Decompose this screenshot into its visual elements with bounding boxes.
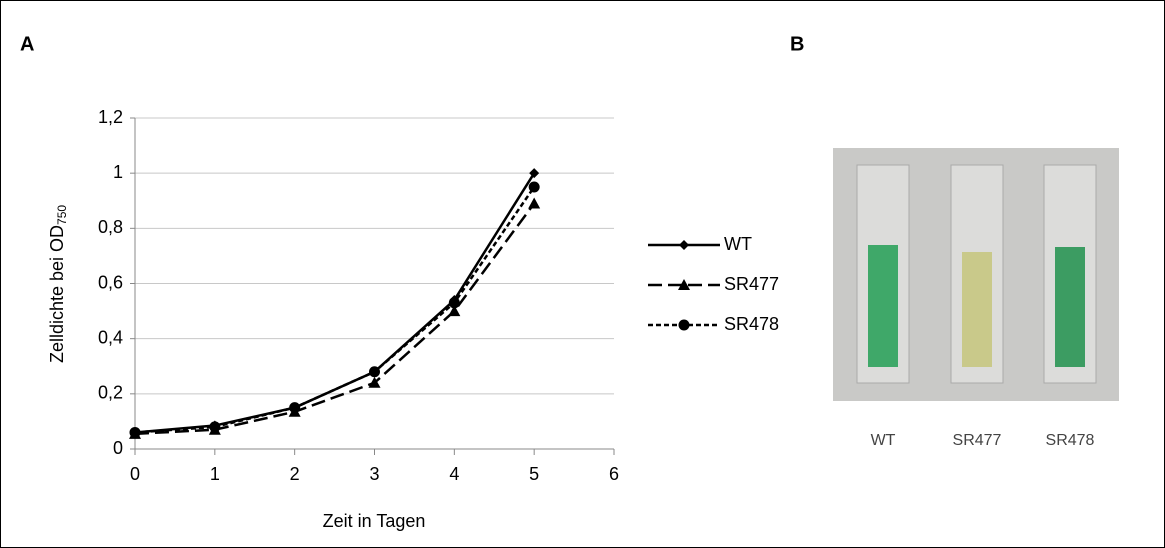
cuvette-liquid: [962, 252, 992, 367]
data-point: [369, 366, 380, 378]
legend-label: SR477: [724, 274, 779, 294]
y-tick-label: 1: [113, 162, 123, 182]
y-label-text: Zelldichte bei OD: [47, 225, 67, 363]
y-tick-label: 0,2: [98, 383, 123, 403]
legend-label: SR478: [724, 314, 779, 334]
photo: [833, 148, 1119, 401]
photo-label: SR478: [1046, 432, 1095, 449]
cuvette: [856, 164, 910, 384]
panel-label: B: [790, 33, 804, 55]
photo-label: WT: [871, 432, 896, 449]
cuvette-liquid: [1055, 247, 1085, 367]
cuvette-liquid: [868, 245, 898, 367]
data-point: [368, 376, 381, 388]
legend-label: WT: [724, 234, 752, 254]
y-tick-label: 0,6: [98, 272, 123, 292]
x-tick-label: 2: [290, 464, 300, 484]
y-label-subscript: 750: [55, 205, 69, 225]
legend-marker: [678, 319, 690, 331]
y-tick-label: 0: [113, 438, 123, 458]
x-tick-label: 6: [609, 464, 619, 484]
series-line: [134, 202, 536, 436]
data-point: [129, 426, 141, 438]
cuvette: [950, 164, 1004, 384]
x-tick-label: 0: [130, 464, 140, 484]
x-tick-label: 1: [210, 464, 220, 484]
y-tick-label: 0,8: [98, 217, 123, 237]
photo-label: SR477: [953, 432, 1002, 449]
data-point: [528, 197, 541, 209]
y-tick-label: 0,4: [98, 327, 123, 347]
data-point: [289, 402, 301, 414]
x-tick-label: 5: [529, 464, 539, 484]
data-point: [209, 421, 221, 433]
y-axis-label: Zelldichte bei OD750: [47, 205, 69, 363]
x-axis-label: Zeit in Tagen: [323, 511, 426, 531]
data-point: [528, 181, 540, 193]
legend-marker: [678, 279, 690, 290]
y-tick-label: 1,2: [98, 107, 123, 127]
data-point: [529, 168, 540, 179]
legend-marker: [679, 240, 689, 250]
cuvette: [1043, 164, 1097, 384]
data-point: [448, 305, 461, 317]
x-tick-label: 4: [449, 464, 459, 484]
panel-label: A: [20, 33, 34, 55]
x-tick-label: 3: [369, 464, 379, 484]
series-line: [134, 186, 536, 434]
data-point: [448, 297, 460, 309]
